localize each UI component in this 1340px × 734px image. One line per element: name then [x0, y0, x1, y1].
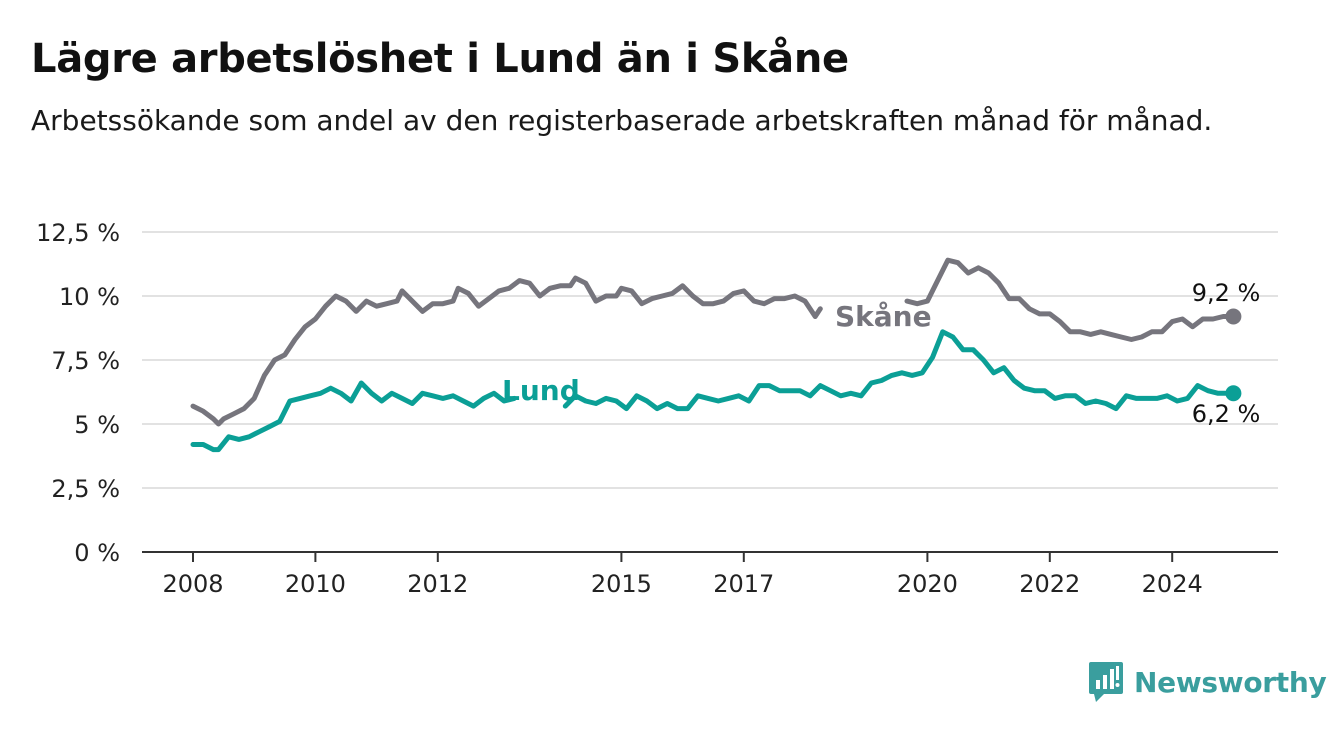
- grid-lines: [142, 231, 1278, 553]
- series-lines: [190, 257, 1242, 453]
- series-endpoint-skane: [1225, 308, 1242, 325]
- y-tick-label: 5 %: [74, 411, 120, 439]
- chart-subtitle: Arbetssökande som andel av den registerb…: [31, 104, 1213, 137]
- series-labels: Skåne Lund 9,2 % 6,2 %: [502, 279, 1260, 428]
- x-tick-label: 2020: [897, 570, 958, 598]
- x-tick-label: 2015: [591, 570, 652, 598]
- newsworthy-brand: Newsworthy: [1088, 660, 1327, 704]
- y-tick-label: 10 %: [59, 283, 120, 311]
- y-tick-label: 0 %: [74, 539, 120, 567]
- x-tick-label: 2010: [285, 570, 346, 598]
- newsworthy-logo-icon: [1089, 662, 1123, 702]
- series-line-lund-end: [562, 329, 1236, 412]
- series-line-lund-start: [190, 380, 517, 453]
- x-tick-label: 2022: [1019, 570, 1080, 598]
- series-endpoint-lund: [1225, 385, 1242, 402]
- x-axis-ticks: 2008 2010 2012 2015 2017 2020 2022 2024: [162, 552, 1203, 598]
- series-line-skane-start: [190, 275, 823, 427]
- series-end-label-skane: 9,2 %: [1192, 279, 1261, 307]
- x-tick-label: 2024: [1142, 570, 1203, 598]
- y-tick-label: 12,5 %: [36, 219, 120, 247]
- series-label-lund: Lund: [502, 374, 580, 407]
- x-tick-label: 2008: [162, 570, 223, 598]
- x-tick-label: 2012: [407, 570, 468, 598]
- x-tick-label: 2017: [713, 570, 774, 598]
- series-line-skane-end: [904, 257, 1236, 342]
- chart-title: Lägre arbetslöshet i Lund än i Skåne: [31, 36, 849, 82]
- y-tick-label: 2,5 %: [51, 475, 120, 503]
- y-tick-label: 7,5 %: [51, 347, 120, 375]
- series-label-skane: Skåne: [835, 300, 932, 333]
- y-axis-ticks: 0 % 2,5 % 5 % 7,5 % 10 % 12,5 %: [36, 219, 120, 567]
- series-end-label-lund: 6,2 %: [1192, 400, 1261, 428]
- brand-name: Newsworthy: [1134, 665, 1327, 699]
